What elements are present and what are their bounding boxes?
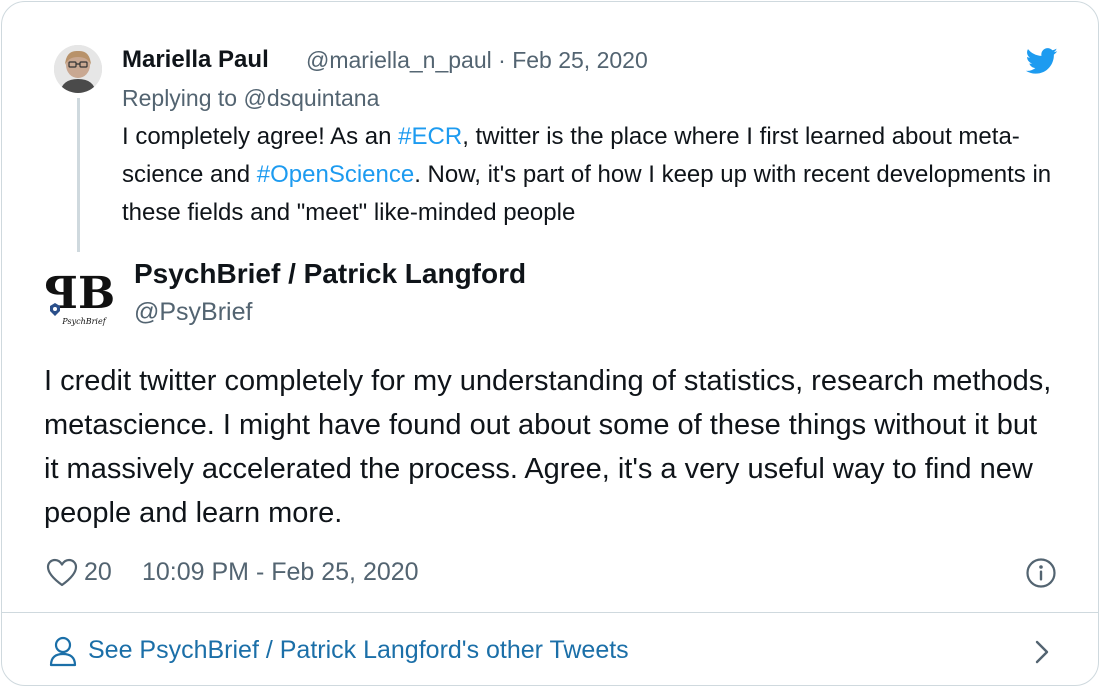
info-icon[interactable] xyxy=(1025,557,1057,589)
mariella-avatar[interactable] xyxy=(54,45,102,93)
reply-date[interactable]: Feb 25, 2020 xyxy=(512,47,648,73)
hashtag-ecr[interactable]: #ECR xyxy=(398,123,463,150)
reply-text-part: I completely agree! As an xyxy=(122,123,399,150)
like-count[interactable]: 20 xyxy=(84,558,112,586)
main-tweet-text: I credit twitter completely for my under… xyxy=(44,365,1052,529)
thread-connector-line xyxy=(77,98,80,252)
reply-meta: @mariella_n_paul · Feb 25, 2020 xyxy=(306,47,648,74)
reply-tweet-text: I completely agree! As an #ECR, twitter … xyxy=(122,118,1082,232)
footer-divider xyxy=(2,612,1098,613)
reply-text-part: . Now, it's part of how I keep up with r… xyxy=(122,161,1052,226)
avatar-logo-sub: PsychBrief xyxy=(61,317,107,326)
replying-to-prefix: Replying to xyxy=(122,85,244,111)
psychbrief-avatar[interactable]: ꟼB PsychBrief xyxy=(44,262,115,332)
person-icon[interactable] xyxy=(48,635,78,667)
tweet-timestamp[interactable]: 10:09 PM - Feb 25, 2020 xyxy=(142,558,419,586)
see-other-tweets-link[interactable]: See PsychBrief / Patrick Langford's othe… xyxy=(88,636,629,664)
chevron-right-icon[interactable] xyxy=(1032,638,1052,666)
replying-to-handle[interactable]: @dsquintana xyxy=(243,85,380,111)
reply-author-name[interactable]: Mariella Paul xyxy=(122,46,269,73)
replying-to-line: Replying to @dsquintana xyxy=(122,85,379,112)
main-author-handle[interactable]: @PsyBrief xyxy=(134,298,253,326)
main-author-name[interactable]: PsychBrief / Patrick Langford xyxy=(134,258,527,289)
reply-author-handle[interactable]: @mariella_n_paul xyxy=(306,47,492,73)
meta-separator: · xyxy=(498,47,506,73)
twitter-bird-icon[interactable] xyxy=(1025,45,1058,77)
heart-icon[interactable] xyxy=(46,558,78,588)
embedded-tweet-card: Mariella Paul @mariella_n_paul · Feb 25,… xyxy=(1,1,1099,686)
reply-text-part: , twitter is the place where I first lea… xyxy=(122,123,1020,188)
hashtag-openscience[interactable]: #OpenScience xyxy=(256,161,415,188)
